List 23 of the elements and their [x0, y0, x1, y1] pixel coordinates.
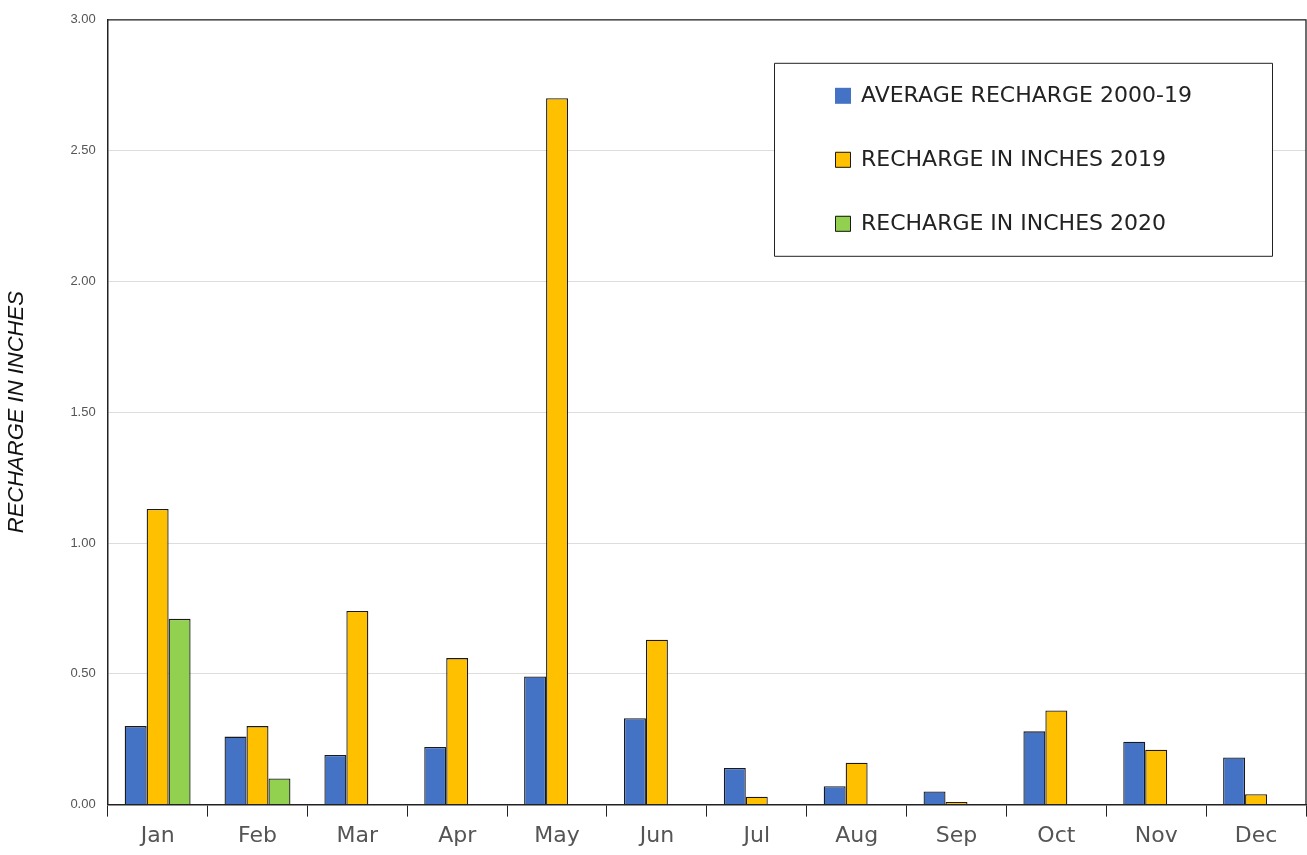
y-axis-title: RECHARGE IN INCHES — [3, 290, 29, 534]
x-tick-label: Oct — [1037, 821, 1076, 847]
x-tick-label: Nov — [1134, 821, 1178, 847]
x-tick-label: Jul — [741, 821, 771, 847]
legend-label: AVERAGE RECHARGE 2000-19 — [861, 81, 1192, 107]
legend-label: RECHARGE IN INCHES 2019 — [861, 145, 1167, 171]
y-tick-label: 2.00 — [70, 272, 96, 288]
x-tick-label: Aug — [835, 821, 879, 847]
legend-label: RECHARGE IN INCHES 2020 — [861, 209, 1167, 235]
x-tick-label: Feb — [238, 821, 277, 847]
y-tick-label: 1.00 — [70, 534, 96, 550]
y-tick-label: 0.50 — [70, 665, 96, 681]
x-tick-label: Dec — [1234, 821, 1278, 847]
y-tick-label: 2.50 — [70, 142, 96, 158]
y-tick-label: 1.50 — [70, 403, 96, 419]
y-tick-label: 3.00 — [70, 11, 96, 27]
x-tick-label: Apr — [438, 821, 478, 847]
x-tick-label: Sep — [935, 821, 978, 847]
x-tick-label: May — [534, 821, 580, 847]
x-tick-label: Jan — [138, 821, 175, 847]
y-tick-label: 0.00 — [70, 796, 96, 812]
x-tick-label: Jun — [637, 821, 675, 847]
x-tick-label: Mar — [336, 821, 380, 847]
